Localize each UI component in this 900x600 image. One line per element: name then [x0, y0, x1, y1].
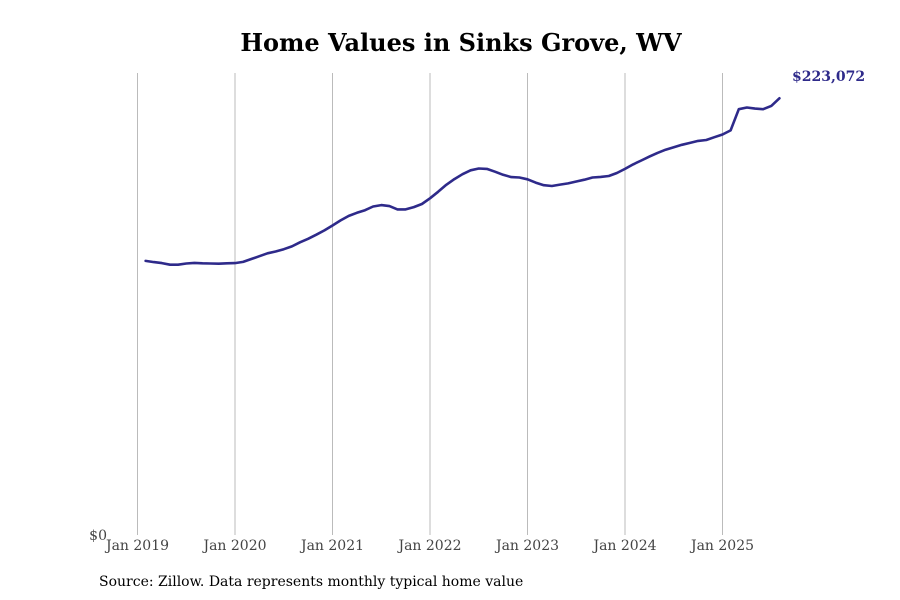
x-tick-label: Jan 2019: [104, 538, 169, 554]
chart-title: Home Values in Sinks Grove, WV: [240, 28, 682, 57]
source-note: Source: Zillow. Data represents monthly …: [99, 574, 524, 590]
x-tick-label: Jan 2022: [396, 538, 461, 554]
home-value-line: [144, 97, 781, 266]
x-tick-label: Jan 2023: [494, 538, 559, 554]
x-tick-label: Jan 2021: [299, 538, 364, 554]
x-tick-label: Jan 2020: [201, 538, 266, 554]
y-axis-zero-label: $0: [89, 528, 107, 544]
latest-value-label: $223,072: [792, 69, 865, 85]
grid-lines: [137, 73, 723, 535]
x-tick-label: Jan 2025: [689, 538, 754, 554]
x-axis-ticks: Jan 2019 Jan 2020 Jan 2021 Jan 2022 Jan 2023…: [104, 538, 754, 554]
x-tick-label: Jan 2024: [591, 538, 656, 554]
